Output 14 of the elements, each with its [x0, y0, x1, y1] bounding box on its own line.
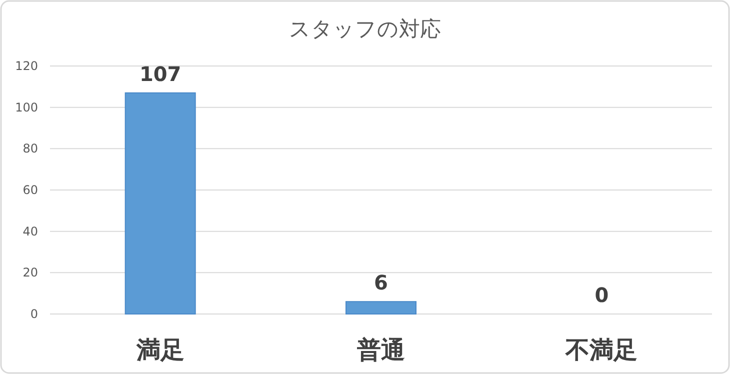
y-tick-label: 20 [22, 266, 38, 280]
data-label: 107 [139, 62, 182, 86]
y-tick-label: 0 [30, 307, 38, 321]
data-label: 0 [594, 283, 609, 307]
x-tick-label: 普通 [356, 336, 405, 364]
y-tick-label: 100 [15, 100, 38, 114]
y-tick-label: 80 [22, 142, 38, 156]
x-tick-label: 満足 [135, 336, 184, 364]
x-tick-label: 不満足 [564, 336, 638, 364]
data-label: 6 [374, 270, 388, 295]
y-tick-label: 120 [15, 59, 38, 73]
chart-title: スタッフの対応 [289, 17, 441, 41]
y-tick-label: 60 [22, 183, 38, 197]
y-tick-label: 40 [22, 224, 38, 238]
